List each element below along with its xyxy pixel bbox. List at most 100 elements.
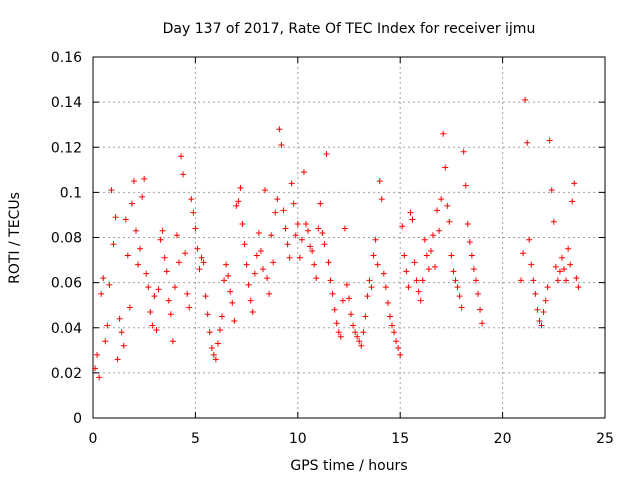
y-tick-label: 0.06	[51, 276, 82, 292]
data-point	[429, 232, 436, 239]
data-point	[464, 220, 471, 227]
data-point	[96, 374, 103, 381]
data-point	[130, 178, 137, 185]
data-point	[139, 193, 146, 200]
data-point	[104, 322, 111, 329]
data-point	[571, 180, 578, 187]
data-point	[274, 196, 281, 203]
series-roti	[92, 96, 582, 381]
data-point	[399, 223, 406, 230]
data-point	[405, 284, 412, 291]
data-point	[92, 365, 99, 372]
data-point	[520, 250, 527, 257]
data-point	[133, 227, 140, 234]
data-point	[397, 351, 404, 358]
data-point	[370, 252, 377, 259]
data-point	[128, 200, 135, 207]
data-point	[356, 338, 363, 345]
data-point	[243, 261, 250, 268]
data-point	[528, 261, 535, 268]
data-point	[368, 284, 375, 291]
data-point	[526, 236, 533, 243]
data-point	[532, 290, 539, 297]
data-point	[534, 306, 541, 313]
data-point	[450, 268, 457, 275]
data-point	[165, 297, 172, 304]
data-point	[479, 320, 486, 327]
data-point	[262, 187, 269, 194]
data-point	[335, 329, 342, 336]
data-point	[264, 275, 271, 282]
data-point	[122, 216, 129, 223]
data-point	[554, 277, 561, 284]
data-point	[141, 175, 148, 182]
data-point	[518, 277, 525, 284]
data-point	[153, 327, 160, 334]
data-point	[110, 241, 117, 248]
data-point	[323, 151, 330, 158]
data-point	[321, 241, 328, 248]
data-point	[327, 277, 334, 284]
data-point	[575, 284, 582, 291]
data-point	[223, 261, 230, 268]
data-point	[212, 356, 219, 363]
data-point	[546, 137, 553, 144]
data-point	[573, 275, 580, 282]
data-point	[460, 148, 467, 155]
data-point	[346, 295, 352, 302]
y-tick-label: 0.08	[51, 231, 82, 247]
data-point	[411, 259, 418, 266]
data-point	[106, 281, 113, 288]
data-point	[120, 342, 127, 349]
data-point	[472, 277, 479, 284]
data-point	[98, 290, 105, 297]
data-point	[202, 293, 209, 300]
data-point	[302, 220, 309, 227]
data-point	[114, 356, 121, 363]
data-point	[417, 297, 424, 304]
x-tick-label: 25	[596, 431, 614, 447]
data-point	[145, 284, 152, 291]
data-point	[307, 243, 314, 250]
data-point	[206, 329, 213, 336]
data-point	[325, 259, 332, 266]
data-point	[538, 322, 545, 329]
data-point	[444, 202, 451, 209]
data-point	[425, 266, 432, 273]
data-point	[468, 252, 475, 259]
data-point	[380, 270, 387, 277]
data-point	[276, 126, 283, 133]
data-point	[210, 351, 217, 358]
data-point	[569, 198, 576, 205]
data-point	[292, 232, 299, 239]
data-point	[364, 293, 371, 300]
data-point	[237, 184, 244, 191]
data-point	[116, 315, 123, 322]
data-point	[255, 229, 262, 236]
data-point	[354, 333, 361, 340]
data-point	[245, 281, 252, 288]
data-point	[173, 232, 180, 239]
data-point	[266, 290, 273, 297]
data-point	[118, 329, 125, 336]
data-point	[192, 225, 199, 232]
data-point	[186, 304, 193, 311]
data-point	[219, 313, 226, 320]
x-tick-label: 0	[89, 431, 98, 447]
data-point	[362, 313, 369, 320]
data-point	[204, 311, 211, 318]
data-point	[558, 254, 565, 261]
data-point	[241, 241, 248, 248]
data-point	[337, 333, 344, 340]
data-point	[311, 261, 318, 268]
data-point	[544, 284, 551, 291]
data-point	[339, 297, 346, 304]
data-point	[313, 275, 320, 282]
data-point	[409, 216, 416, 223]
data-point	[352, 329, 359, 336]
data-point	[384, 299, 391, 306]
data-point	[259, 266, 266, 273]
data-point	[372, 236, 379, 243]
data-point	[550, 218, 557, 225]
data-point	[159, 227, 166, 234]
